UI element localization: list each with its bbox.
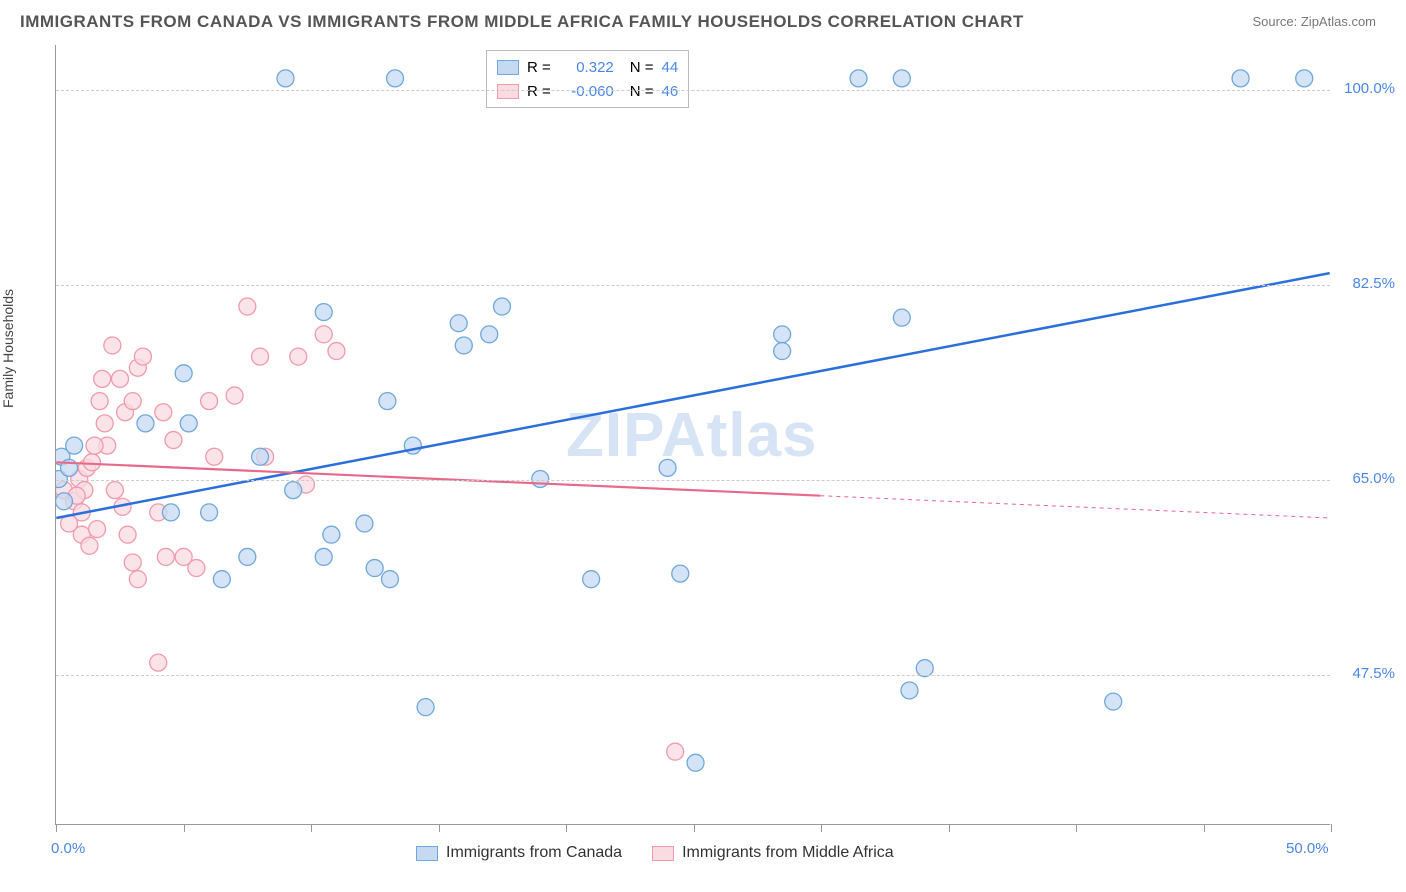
swatch-pink (497, 84, 519, 99)
r-label: R = (527, 59, 551, 76)
y-tick-label: 82.5% (1352, 275, 1395, 292)
plot-area: ZIPAtlas R = 0.322 N = 44 R = -0.060 N =… (55, 45, 1330, 825)
legend-row-pink: R = -0.060 N = 46 (497, 79, 678, 103)
x-tick (1331, 824, 1332, 832)
watermark: ZIPAtlas (566, 400, 817, 471)
x-tick-label: 50.0% (1286, 840, 1329, 857)
gridline (56, 90, 1330, 91)
chart-title: IMMIGRANTS FROM CANADA VS IMMIGRANTS FRO… (20, 12, 1024, 32)
r-label: R = (527, 83, 551, 100)
swatch-blue (416, 846, 438, 861)
gridline (56, 285, 1330, 286)
x-tick (439, 824, 440, 832)
x-tick (821, 824, 822, 832)
n-value-pink: 46 (662, 83, 679, 100)
legend-row-blue: R = 0.322 N = 44 (497, 55, 678, 79)
series-legend: Immigrants from Canada Immigrants from M… (416, 844, 894, 862)
x-tick (184, 824, 185, 832)
r-value-blue: 0.322 (559, 59, 614, 76)
y-tick-label: 47.5% (1352, 665, 1395, 682)
y-tick-label: 100.0% (1344, 80, 1395, 97)
swatch-pink (652, 846, 674, 861)
n-value-blue: 44 (662, 59, 679, 76)
x-tick (949, 824, 950, 832)
correlation-legend: R = 0.322 N = 44 R = -0.060 N = 46 (486, 50, 689, 108)
gridline (56, 675, 1330, 676)
legend-label-pink: Immigrants from Middle Africa (682, 844, 894, 862)
x-tick (694, 824, 695, 832)
y-tick-label: 65.0% (1352, 470, 1395, 487)
chart-container: IMMIGRANTS FROM CANADA VS IMMIGRANTS FRO… (0, 0, 1406, 892)
legend-item-pink: Immigrants from Middle Africa (652, 844, 894, 862)
x-tick (1076, 824, 1077, 832)
x-tick (1204, 824, 1205, 832)
legend-label-blue: Immigrants from Canada (446, 844, 622, 862)
n-label: N = (630, 83, 654, 100)
chart-svg (56, 45, 1330, 824)
y-axis-label: Family Households (0, 289, 16, 408)
x-tick (311, 824, 312, 832)
x-tick (56, 824, 57, 832)
gridline (56, 480, 1330, 481)
n-label: N = (630, 59, 654, 76)
r-value-pink: -0.060 (559, 83, 614, 100)
x-tick-label: 0.0% (51, 840, 85, 857)
swatch-blue (497, 60, 519, 75)
source-attribution: Source: ZipAtlas.com (1252, 14, 1376, 29)
legend-item-blue: Immigrants from Canada (416, 844, 622, 862)
x-tick (566, 824, 567, 832)
